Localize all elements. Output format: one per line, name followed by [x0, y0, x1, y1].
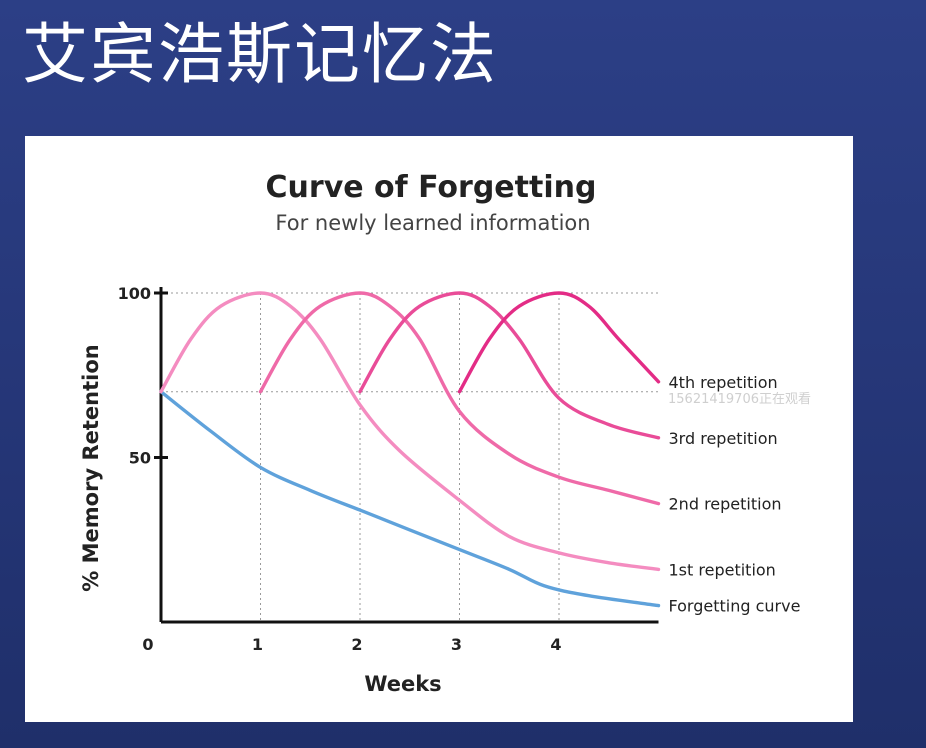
- x-tick-label-3: 3: [451, 635, 462, 654]
- series-line-4th-repetition: [457, 291, 661, 394]
- x-axis-label: Weeks: [364, 672, 441, 696]
- viewer-watermark: 15621419706正在观看: [668, 391, 811, 407]
- chart-title: Curve of Forgetting: [266, 170, 597, 205]
- y-tick-label-50: 50: [129, 449, 151, 468]
- series-label-4th-repetition: 4th repetition: [669, 373, 778, 392]
- series-line-2nd-repetition: [258, 291, 661, 506]
- series-label-1st-repetition: 1st repetition: [669, 560, 776, 579]
- chart-labels: 50 100 0 1 2 3 4 Forgetting curve 1st repetition…: [118, 284, 801, 654]
- series-line-forgetting-curve: [159, 390, 661, 608]
- forgetting-curve-chart: 50 100 0 1 2 3 4 Forgetting curve 1st repetition…: [79, 170, 811, 696]
- slide-title: 艾宾浩斯记忆法: [22, 16, 498, 93]
- series-label-forgetting-curve: Forgetting curve: [669, 597, 801, 616]
- series-line-1st-repetition: [159, 291, 661, 572]
- x-tick-label-0: 0: [142, 635, 153, 654]
- chart-card: 50 100 0 1 2 3 4 Forgetting curve 1st repetition…: [25, 136, 853, 722]
- series-line-3rd-repetition: [358, 291, 661, 440]
- series-label-2nd-repetition: 2nd repetition: [669, 495, 782, 514]
- grid-lines: [161, 292, 659, 622]
- chart-subtitle: For newly learned information: [275, 211, 590, 235]
- x-tick-label-4: 4: [550, 635, 561, 654]
- series-lines: [159, 291, 661, 608]
- y-tick-label-100: 100: [118, 284, 151, 303]
- series-label-3rd-repetition: 3rd repetition: [669, 429, 778, 448]
- chart-axes: [154, 287, 659, 624]
- y-axis-label: % Memory Retention: [79, 344, 103, 591]
- x-tick-label-1: 1: [252, 635, 263, 654]
- x-tick-label-2: 2: [351, 635, 362, 654]
